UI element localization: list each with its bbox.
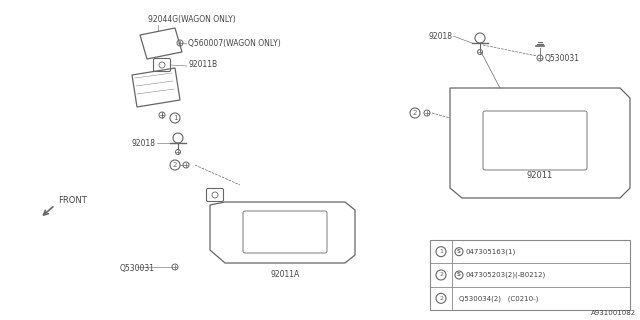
- Text: Q530031: Q530031: [545, 53, 580, 62]
- Text: 047305203(2)(-B0212): 047305203(2)(-B0212): [465, 272, 545, 278]
- Text: 047305163(1): 047305163(1): [465, 248, 515, 255]
- Text: 92018: 92018: [428, 31, 452, 41]
- Text: 1: 1: [439, 249, 443, 254]
- Text: 2: 2: [439, 296, 443, 301]
- Text: Q530034(2)   (C0210-): Q530034(2) (C0210-): [459, 295, 538, 301]
- Text: 2: 2: [173, 162, 177, 168]
- Bar: [430, 240, 630, 310]
- Text: 92011A: 92011A: [270, 270, 300, 279]
- Text: 92011B: 92011B: [188, 60, 217, 69]
- Text: 2: 2: [439, 273, 443, 277]
- Text: FRONT: FRONT: [58, 196, 87, 205]
- Text: S: S: [457, 249, 461, 254]
- Text: 92044G(WAGON ONLY): 92044G(WAGON ONLY): [148, 15, 236, 24]
- Text: 2: 2: [413, 110, 417, 116]
- Text: Q560007(WAGON ONLY): Q560007(WAGON ONLY): [188, 39, 281, 48]
- Text: 92018: 92018: [131, 139, 155, 148]
- Text: S: S: [457, 273, 461, 277]
- Text: 92011: 92011: [527, 171, 553, 180]
- Text: Q530031: Q530031: [120, 265, 155, 274]
- Text: A931001082: A931001082: [591, 310, 636, 316]
- Text: 1: 1: [173, 115, 177, 121]
